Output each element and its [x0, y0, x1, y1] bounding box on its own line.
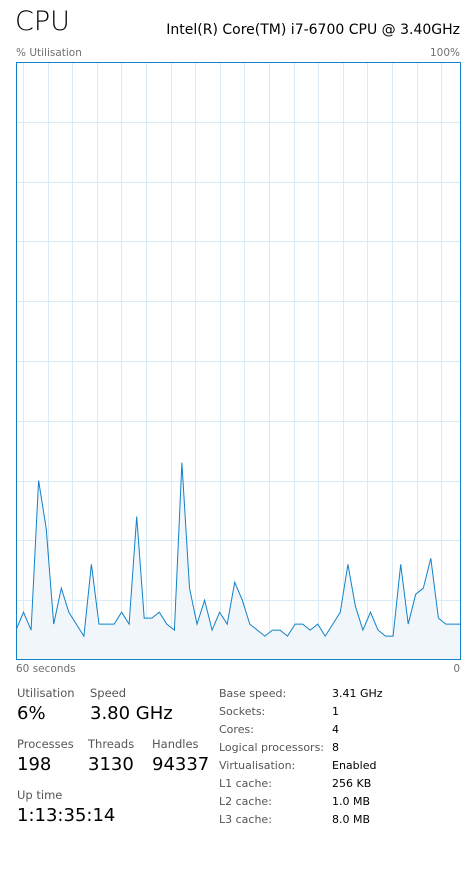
spec-row-l2-cache: L2 cache: 1.0 MB [219, 792, 383, 810]
y-axis-max-label: 100% [429, 47, 460, 59]
spec-row-l3-cache: L3 cache: 8.0 MB [219, 810, 383, 828]
stat-threads-label: Threads [88, 737, 135, 751]
cpu-model-name: Intel(R) Core(TM) i7-6700 CPU @ 3.40GHz [166, 22, 460, 38]
spec-label: Cores: [219, 722, 254, 736]
spec-row-sockets: Sockets: 1 [219, 702, 383, 720]
spec-value: 1 [332, 704, 339, 718]
spec-value: 3.41 GHz [332, 686, 383, 700]
utilisation-area [16, 462, 461, 660]
cpu-utilisation-svg [16, 62, 461, 660]
page-title: CPU [15, 6, 70, 37]
spec-label: Logical processors: [219, 740, 325, 754]
chart-border [16, 62, 461, 660]
spec-label: Base speed: [219, 686, 287, 700]
y-axis-label: % Utilisation [16, 47, 82, 59]
x-axis-label: 60 seconds [16, 663, 76, 675]
stat-handles-value: 94337 [152, 754, 210, 775]
stat-processes-label: Processes [17, 737, 74, 751]
spec-label: L3 cache: [219, 812, 272, 826]
stat-uptime-value: 1:13:35:14 [17, 805, 116, 826]
stat-threads-value: 3130 [88, 754, 134, 775]
stat-processes: Processes 198 [17, 737, 74, 775]
spec-label: Virtualisation: [219, 758, 296, 772]
spec-value: 8.0 MB [332, 812, 371, 826]
utilisation-line [16, 462, 461, 638]
stat-speed-value: 3.80 GHz [90, 703, 173, 724]
stat-uptime: Up time 1:13:35:14 [17, 788, 115, 826]
stat-utilisation: Utilisation 6% [17, 686, 75, 724]
stat-uptime-label: Up time [17, 788, 63, 802]
spec-row-virtualisation: Virtualisation: Enabled [219, 756, 383, 774]
stat-utilisation-label: Utilisation [17, 686, 75, 700]
chart-grid [16, 62, 461, 660]
spec-value: 1.0 MB [332, 794, 371, 808]
spec-label: L2 cache: [219, 794, 272, 808]
stat-threads: Threads 3130 [88, 737, 134, 775]
cpu-utilisation-graph [16, 62, 461, 660]
stat-processes-value: 198 [17, 754, 52, 775]
stat-utilisation-value: 6% [17, 703, 46, 724]
stat-speed: Speed 3.80 GHz [90, 686, 173, 724]
x-axis-min-label: 0 [453, 663, 460, 675]
cpu-specs-table: Base speed: 3.41 GHz Sockets: 1 Cores: 4… [219, 684, 383, 828]
spec-value: 256 KB [332, 776, 372, 790]
spec-value: Enabled [332, 758, 377, 772]
spec-value: 8 [332, 740, 339, 754]
spec-row-cores: Cores: 4 [219, 720, 383, 738]
spec-label: Sockets: [219, 704, 266, 718]
spec-row-base-speed: Base speed: 3.41 GHz [219, 684, 383, 702]
stat-speed-label: Speed [90, 686, 127, 700]
spec-row-logical-processors: Logical processors: 8 [219, 738, 383, 756]
spec-value: 4 [332, 722, 339, 736]
spec-label: L1 cache: [219, 776, 272, 790]
stat-handles: Handles 94337 [152, 737, 209, 775]
stat-handles-label: Handles [152, 737, 199, 751]
spec-row-l1-cache: L1 cache: 256 KB [219, 774, 383, 792]
